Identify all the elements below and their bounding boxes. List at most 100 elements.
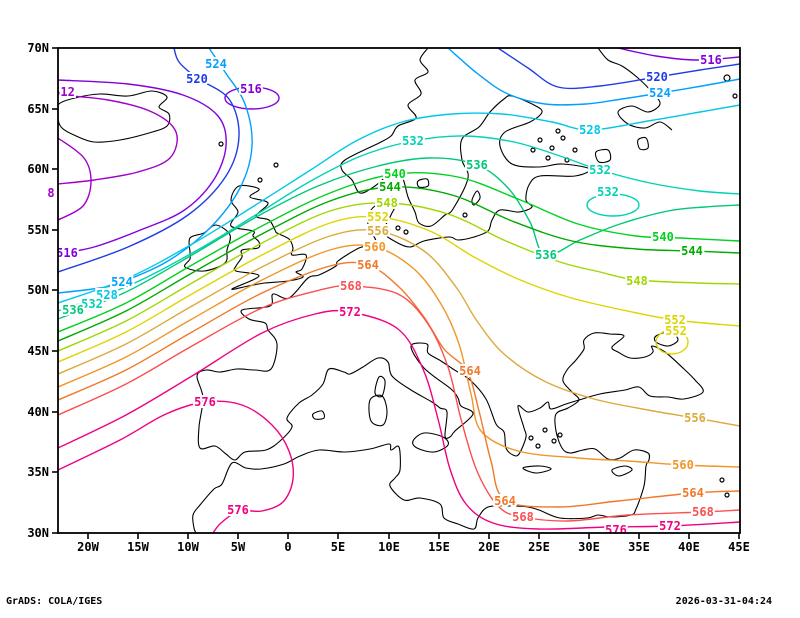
contour-label-516: 516 [56,246,78,260]
coastline-lake-onega [637,136,649,151]
islet [719,477,725,483]
islet [257,177,263,183]
contour-label-532: 532 [589,163,611,177]
contour-line-572 [58,309,740,530]
contour-label-552: 552 [367,210,389,224]
contour-line-568 [58,285,740,522]
contour-line-516 [617,48,740,61]
contour-line-576 [58,400,294,533]
plot-area [58,48,740,533]
contour-label-572: 572 [339,305,361,319]
contour-label-536: 536 [466,158,488,172]
contour-line-532 [586,193,640,217]
contour-label-532: 532 [402,134,424,148]
contour-label-520: 520 [186,72,208,86]
lon-tick-label: 0 [284,540,291,554]
islet [545,155,551,161]
lon-tick-label: 25E [528,540,550,554]
contour-line-548 [58,202,740,352]
islet [528,435,534,441]
lon-tick-label: 10E [378,540,400,554]
contour-label-576: 576 [605,523,627,537]
contour-line-520 [58,48,240,273]
contour-label-540: 540 [652,230,674,244]
islet [732,93,738,99]
contour-label-516: 516 [240,82,262,96]
contour-line-528 [58,104,740,304]
coastline-sicily [412,432,449,453]
contour-label-556: 556 [684,411,706,425]
islet [535,443,541,449]
contour-line-532 [58,135,740,312]
contour-label-548: 548 [626,274,648,288]
lon-tick-label: 15E [428,540,450,554]
coastline-gotland [471,190,481,206]
axis-labels: 70N 65N 60N 55N 50N 45N 40N 35N 30N 20W 15W 10W 5W 0 5… [27,41,750,554]
contour-label-568: 568 [512,510,534,524]
contour-label-568: 568 [340,279,362,293]
contour-line-524 [447,48,740,106]
contour-label-532: 532 [81,297,103,311]
footer-timestamp: 2026-03-31-04:24 [675,596,772,607]
contours-layer [58,48,740,533]
lon-tick-label: 10W [177,540,199,554]
islet [403,229,409,235]
contour-label-560: 560 [672,458,694,472]
islet [555,128,561,134]
contour-line-524 [58,48,253,294]
contour-line-552 [58,215,740,363]
contour-label-524: 524 [205,57,227,71]
contour-label-568: 568 [692,505,714,519]
coastline-corsica [374,375,386,398]
lat-tick-label: 60N [27,162,49,176]
islet [218,141,224,147]
contour-line-516 [58,79,227,255]
islet [395,225,401,231]
contour-line-540 [58,171,740,333]
coastline-sardinia [368,394,388,427]
coastline-lake-vanern [416,178,430,188]
contour-label-572: 572 [659,519,681,533]
contour-line-552 [655,329,689,355]
contour-label-552: 552 [665,324,687,338]
contour-line-520 [497,48,740,90]
lat-tick-label: 55N [27,223,49,237]
contour-label-552: 552 [664,313,686,327]
contour-line-544 [58,186,740,342]
coastline-lake-ladoga [594,148,612,164]
contour-label-fragment: 8 [47,186,54,200]
coastline-iceland [58,90,171,143]
lon-tick-label: 40E [678,540,700,554]
islet [572,147,578,153]
axis-ticks [52,47,740,539]
lat-tick-label: 70N [27,41,49,55]
islet [724,492,730,498]
lon-tick-label: 20E [478,540,500,554]
contour-label-536: 536 [62,303,84,317]
contour-label-544: 544 [379,180,401,194]
islet [537,137,543,143]
lon-tick-label: 35E [628,540,650,554]
contour-label-540: 540 [384,167,406,181]
contour-label-544: 544 [681,244,703,258]
coastline-crete [522,465,552,474]
contour-label-576: 576 [227,503,249,517]
islet [462,212,468,218]
lon-tick-label: 5W [231,540,246,554]
lon-tick-label: 30E [578,540,600,554]
contour-label-564: 564 [494,494,516,508]
islet [542,427,548,433]
contour-label-524: 524 [111,275,133,289]
contour-label-576: 576 [194,395,216,409]
lon-tick-label: 20W [77,540,99,554]
lon-tick-label: 15W [127,540,149,554]
coastline-kola-white-sea [597,48,673,131]
contour-label-564: 564 [682,486,704,500]
coastline-great-britain [230,184,307,290]
contour-line-564 [58,261,740,508]
contour-label-564: 564 [459,364,481,378]
